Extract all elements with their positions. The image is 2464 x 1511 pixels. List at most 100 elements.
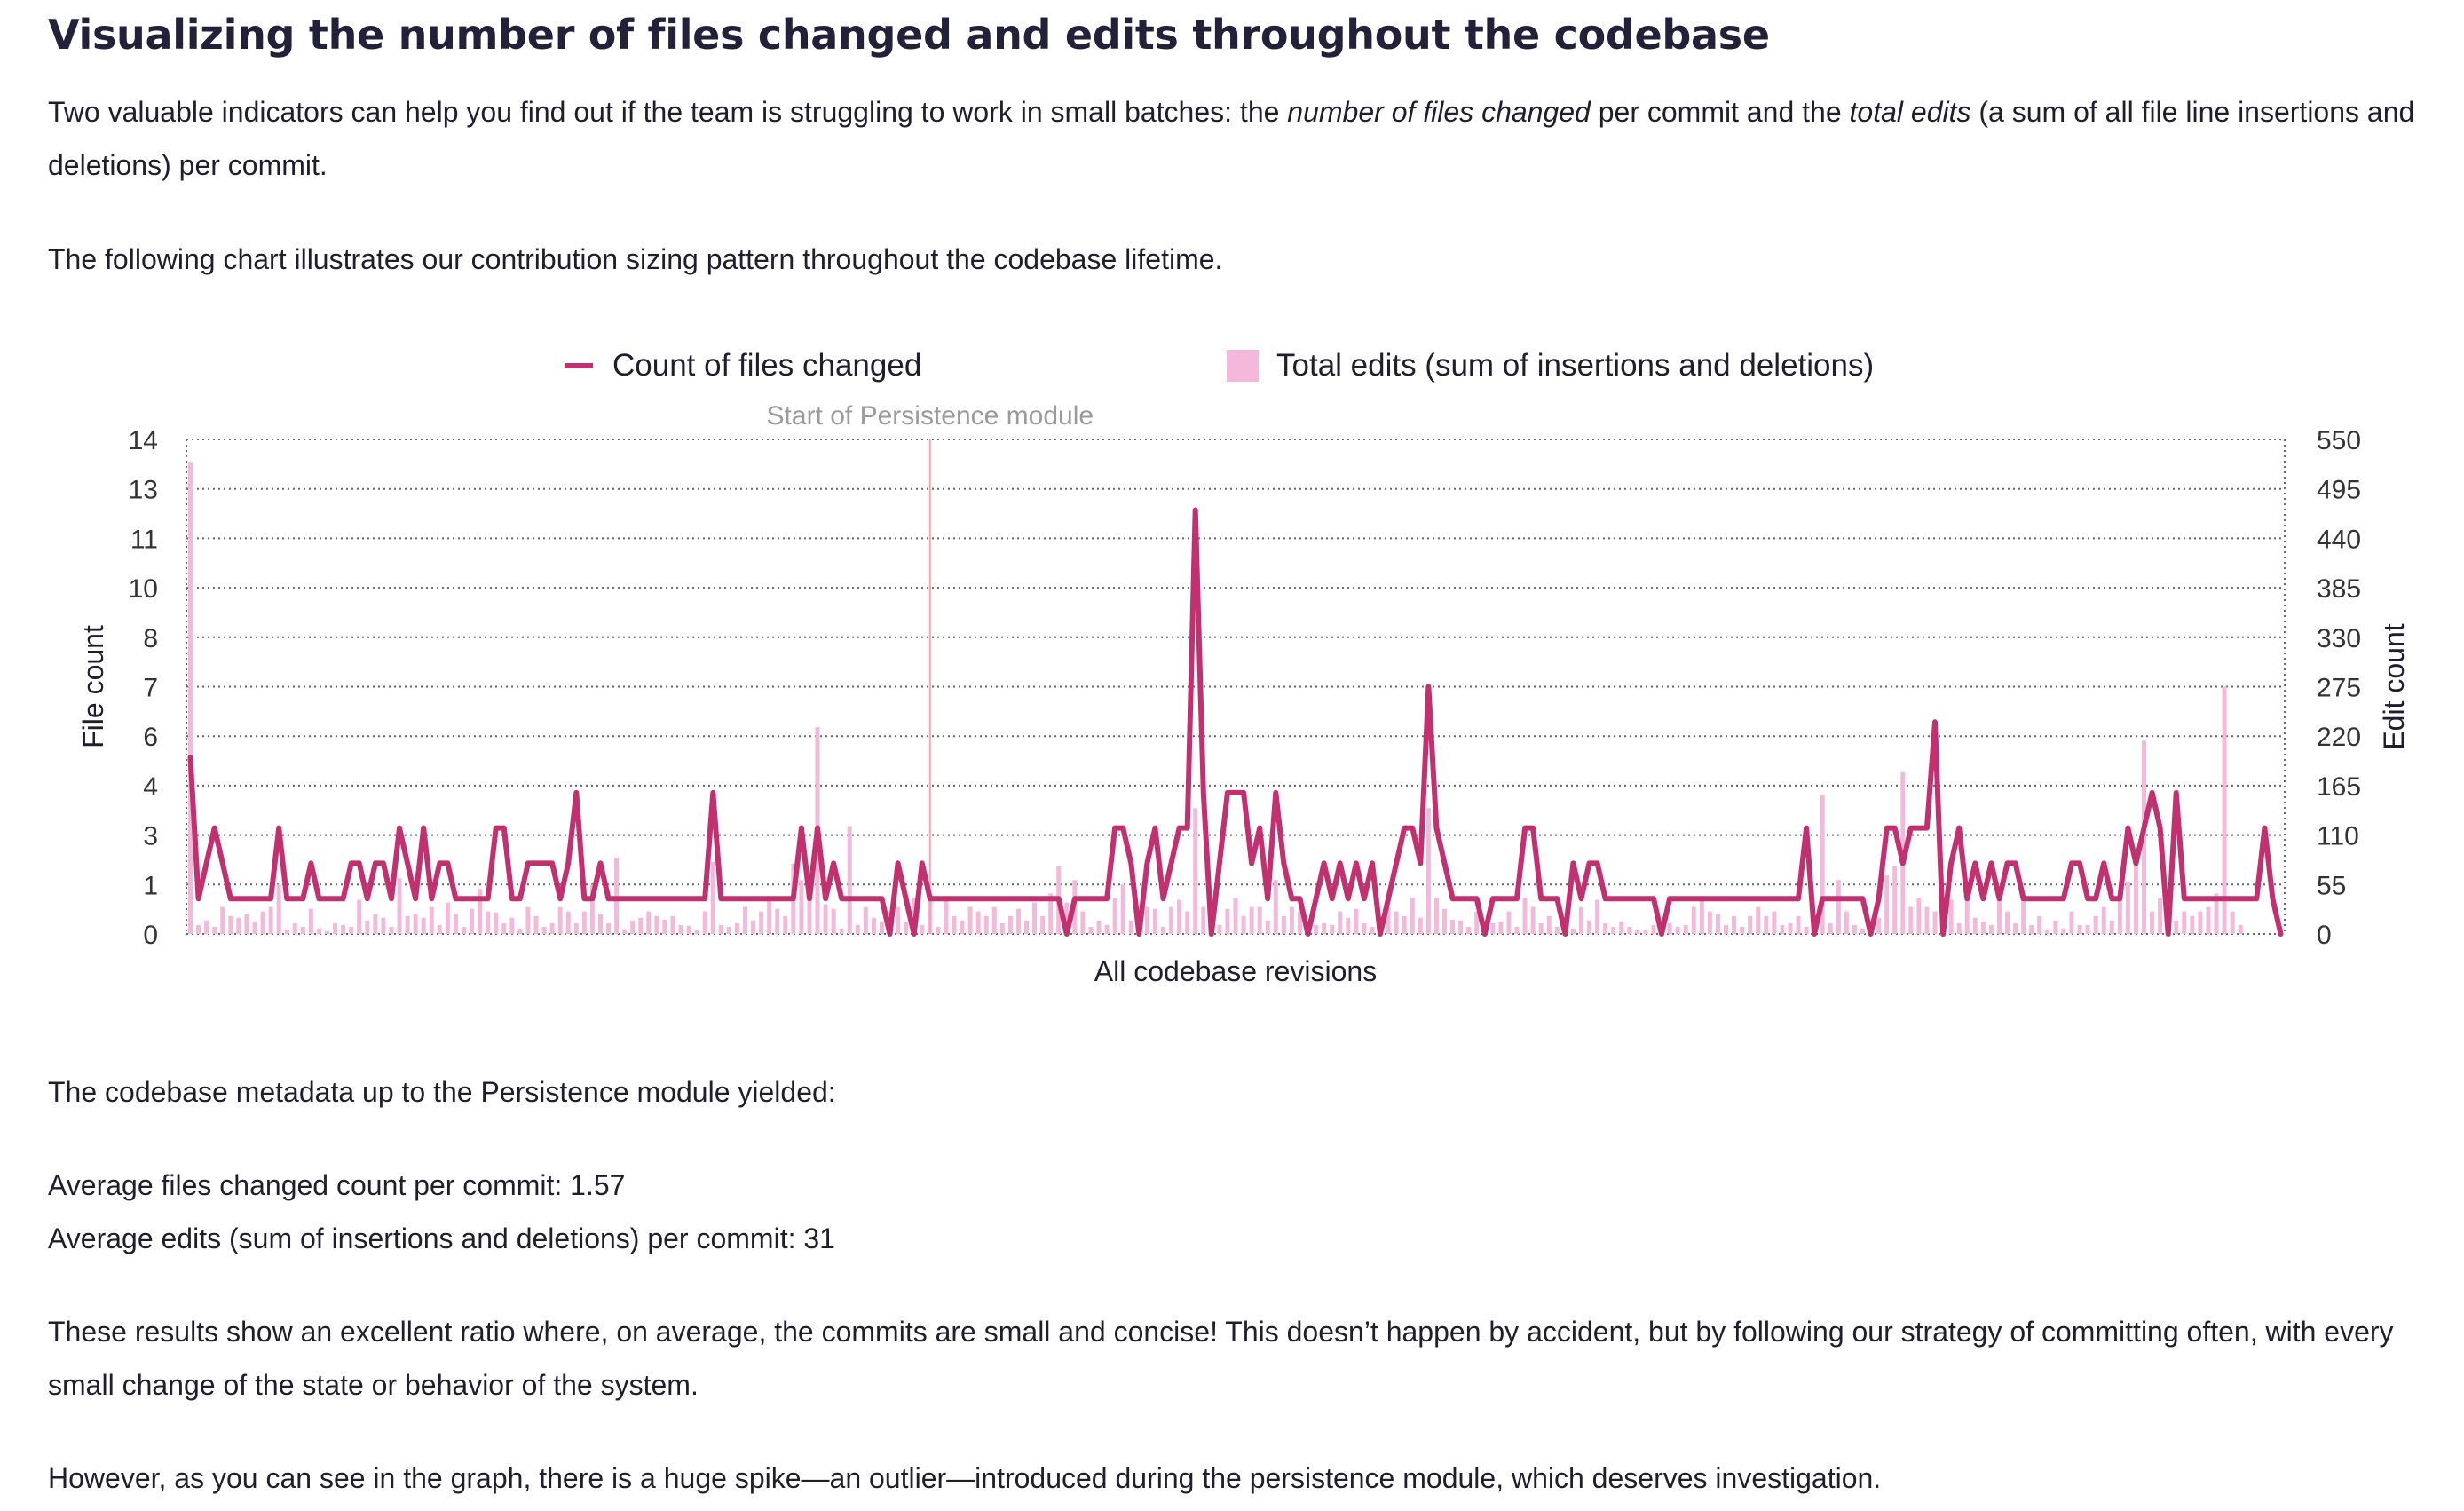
edit-bar bbox=[1442, 908, 1447, 934]
right-tick-label: 330 bbox=[2317, 624, 2361, 653]
edit-bar bbox=[2109, 920, 2114, 934]
right-tick-label: 440 bbox=[2317, 525, 2361, 554]
right-tick-label: 55 bbox=[2317, 871, 2346, 900]
edit-bar bbox=[622, 929, 628, 934]
edit-bar bbox=[1836, 880, 1841, 934]
edit-bar bbox=[597, 914, 603, 934]
chart-container: Count of files changed Total edits (sum o… bbox=[48, 337, 2462, 1012]
edit-bar bbox=[373, 914, 378, 934]
edit-bar bbox=[2005, 911, 2010, 934]
edit-bar bbox=[1587, 920, 1592, 934]
edit-bar bbox=[1498, 921, 1504, 934]
edit-bar bbox=[2069, 911, 2074, 934]
edit-bar bbox=[1980, 921, 1986, 934]
edit-bar bbox=[896, 906, 901, 934]
edit-bar bbox=[1724, 924, 1728, 934]
edit-bar bbox=[494, 912, 499, 934]
edit-bar bbox=[1691, 906, 1696, 934]
edit-bar bbox=[1144, 906, 1149, 934]
edit-bar bbox=[1265, 920, 1270, 934]
edit-bar bbox=[316, 928, 321, 934]
edit-bar bbox=[509, 917, 515, 934]
edit-bar bbox=[2045, 929, 2050, 934]
left-tick-label: 0 bbox=[143, 921, 158, 950]
edit-bar bbox=[1932, 911, 1938, 934]
intro-text-3: (a sum of all file line insertions and d… bbox=[48, 96, 2415, 181]
edit-bar bbox=[1257, 906, 1262, 934]
edit-bar bbox=[1273, 880, 1278, 934]
edit-bar bbox=[1740, 926, 1745, 934]
edit-bar bbox=[1804, 926, 1809, 934]
edit-bar bbox=[1844, 911, 1849, 934]
edit-bar bbox=[2214, 893, 2219, 934]
edit-bar bbox=[2013, 922, 2018, 934]
edit-bar bbox=[2061, 928, 2066, 934]
legend-label-total-edits: Total edits (sum of insertions and delet… bbox=[1276, 348, 1874, 383]
edit-bar bbox=[1314, 924, 1319, 934]
intro-emphasis-edits: total edits bbox=[1849, 96, 1971, 128]
edit-bar bbox=[734, 922, 739, 934]
edit-bar bbox=[525, 906, 531, 934]
intro-emphasis-files: number of files changed bbox=[1287, 96, 1591, 128]
edit-bar bbox=[1570, 928, 1576, 934]
edit-bar bbox=[1683, 924, 1688, 934]
edit-bar bbox=[470, 908, 475, 934]
edit-bar bbox=[1297, 911, 1302, 934]
edit-bar bbox=[1185, 911, 1190, 934]
edit-bar bbox=[1160, 926, 1165, 934]
edit-bar bbox=[1024, 920, 1029, 934]
edit-bar bbox=[1964, 898, 1970, 934]
edit-bar bbox=[702, 911, 707, 934]
edit-bar bbox=[397, 878, 402, 934]
edit-bar bbox=[1924, 906, 1930, 934]
edit-bar bbox=[549, 922, 555, 934]
legend-label-files-changed: Count of files changed bbox=[612, 348, 921, 383]
edit-bar bbox=[1514, 926, 1520, 934]
edit-bar bbox=[823, 904, 828, 934]
edit-bar bbox=[831, 908, 836, 934]
edit-bar bbox=[767, 898, 772, 934]
edit-bar bbox=[1956, 922, 1962, 934]
edit-bar bbox=[1796, 915, 1801, 934]
right-tick-label: 0 bbox=[2317, 921, 2332, 950]
edit-bar bbox=[1707, 911, 1712, 934]
edit-bar bbox=[1675, 926, 1680, 934]
edit-bar bbox=[1892, 866, 1898, 934]
edit-bar bbox=[1595, 899, 1600, 934]
edit-bar bbox=[1651, 924, 1656, 934]
edit-bar bbox=[783, 915, 788, 934]
edit-bar bbox=[220, 906, 225, 934]
edit-bar bbox=[726, 926, 731, 934]
edit-bar bbox=[991, 906, 997, 934]
edit-bar bbox=[952, 915, 957, 934]
edit-bar bbox=[2182, 911, 2187, 934]
edit-bar bbox=[1217, 924, 1222, 934]
edit-bar bbox=[1370, 926, 1375, 934]
edit-bar bbox=[308, 908, 313, 934]
edit-bar bbox=[292, 922, 297, 934]
edit-bar bbox=[2117, 893, 2122, 934]
edit-bar bbox=[1088, 926, 1094, 934]
edit-bar bbox=[1007, 915, 1013, 934]
edit-bar bbox=[381, 917, 386, 934]
edit-bar bbox=[1458, 920, 1464, 934]
edit-bar bbox=[268, 906, 273, 934]
edit-bar bbox=[2125, 882, 2130, 934]
edit-bar bbox=[694, 930, 699, 934]
edit-bar bbox=[855, 924, 860, 934]
edit-bar bbox=[1828, 922, 1833, 934]
files-changed-line bbox=[187, 507, 2284, 937]
edit-bar bbox=[486, 911, 491, 934]
edit-bar bbox=[1764, 915, 1769, 934]
edit-bar bbox=[478, 889, 483, 934]
edit-bar bbox=[1546, 915, 1552, 934]
combo-chart: Count of files changed Total edits (sum o… bbox=[77, 348, 2410, 987]
edit-bar bbox=[1996, 898, 2002, 934]
edit-bar bbox=[2174, 920, 2179, 934]
edit-bar bbox=[541, 926, 547, 934]
edit-bar bbox=[2037, 915, 2042, 934]
right-tick-label: 110 bbox=[2317, 822, 2359, 851]
edit-bar bbox=[710, 861, 715, 934]
left-tick-label: 11 bbox=[130, 525, 158, 554]
edit-bar bbox=[413, 914, 418, 934]
